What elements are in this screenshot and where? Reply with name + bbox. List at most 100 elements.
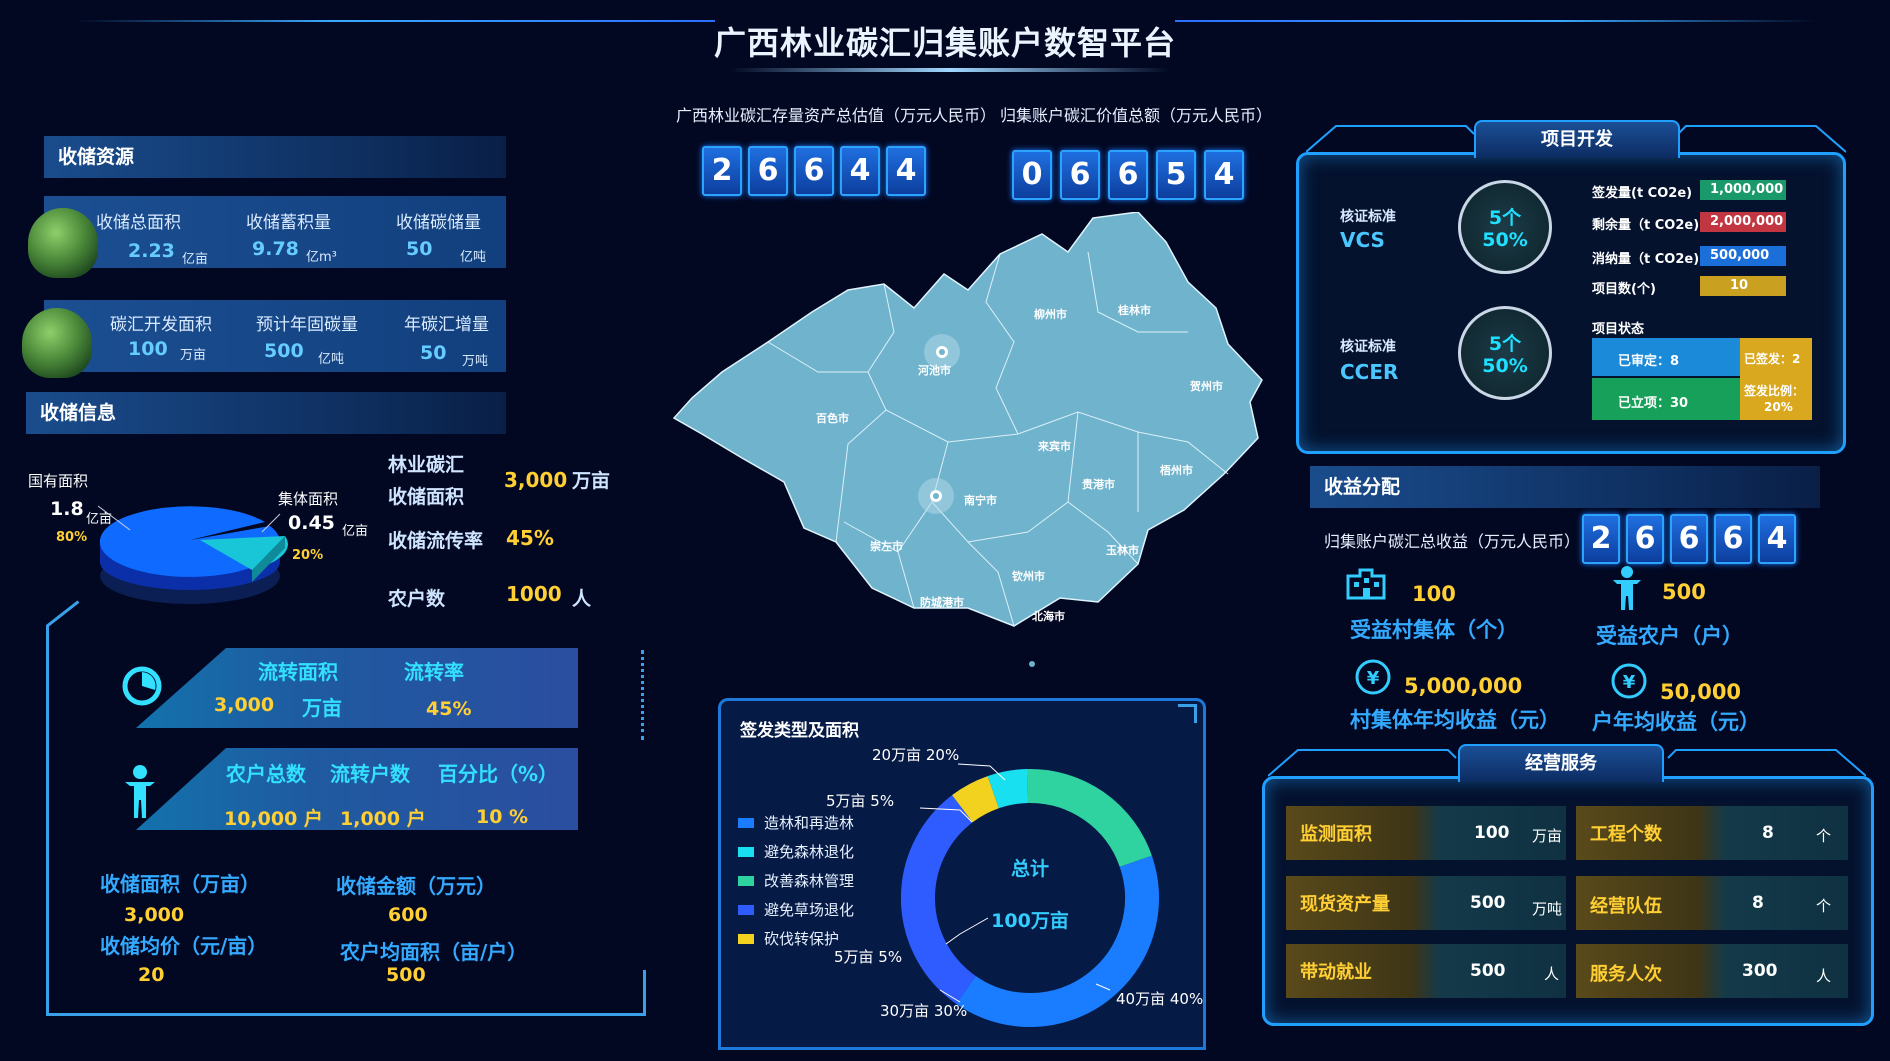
- donut-slice-5: [952, 776, 1000, 823]
- ops-unit: 个: [1816, 897, 1832, 915]
- issue-ratio-value: 20%: [1764, 400, 1793, 414]
- map-label: 桂林市: [1118, 304, 1151, 317]
- map-region: [672, 212, 1263, 627]
- ops-unit: 人: [1816, 967, 1832, 985]
- map-label: 防城港市: [920, 596, 964, 609]
- consumed-volume-value: 500,000: [1700, 246, 1786, 266]
- guangxi-map[interactable]: [668, 212, 1268, 682]
- flow-rate-value: 45%: [506, 526, 554, 550]
- money-icon: ¥: [1611, 663, 1647, 699]
- legend-swatch: [738, 933, 754, 944]
- frame-line: [641, 650, 647, 740]
- project-count-value: 10: [1700, 276, 1786, 296]
- asset-digit-counter: 2 6 6 4 4: [702, 146, 926, 196]
- storage-row-1: [44, 196, 506, 268]
- circle-count: 5个: [1488, 207, 1522, 229]
- ops-unit: 万亩: [1532, 827, 1563, 845]
- remaining-volume-label: 剩余量（t CO2e): [1592, 218, 1700, 233]
- issued-volume-value: 1,000,000: [1700, 180, 1786, 200]
- issuance-legend: 造林和再造林 避免森林退化 改善森林管理 避免草场退化 砍伐转保护: [738, 808, 854, 953]
- money-icon: ¥: [1355, 659, 1391, 695]
- stat-unit: 亿吨: [460, 250, 487, 265]
- ops-value: 8: [1752, 893, 1764, 913]
- map-label: 崇左市: [870, 540, 903, 553]
- person-icon: [125, 765, 155, 818]
- map-label: 玉林市: [1106, 544, 1139, 557]
- donut-annotation: 5万亩 5%: [834, 948, 903, 966]
- stat-label: 收储碳储量: [396, 213, 481, 233]
- forest-image-2: [22, 308, 92, 378]
- legend-item: 避免草场退化: [738, 895, 854, 924]
- pie-label-state: 国有面积: [28, 472, 89, 490]
- status-reviewed-text: 已审定：8: [1618, 354, 1680, 369]
- ops-card-team: 经营队伍 8 个: [1576, 876, 1848, 930]
- donut-slice-3: [1027, 769, 1152, 868]
- pie-value-state: 1.8: [50, 498, 84, 520]
- donut-annotation: 20万亩 20%: [872, 746, 960, 764]
- map-label: 南宁市: [964, 494, 997, 507]
- legend-text: 砍伐转保护: [764, 930, 840, 948]
- stat-unit: 亿亩: [182, 252, 209, 267]
- ops-value: 500: [1470, 961, 1506, 981]
- tab-project-dev[interactable]: 项目开发: [1474, 120, 1680, 158]
- donut-slice-1: [956, 855, 1159, 1027]
- legend-swatch: [738, 904, 754, 915]
- village-count-label: 受益村集体（个）: [1350, 618, 1518, 642]
- total-farmers-label: 农户总数: [226, 762, 306, 786]
- transfer-rate-label: 流转率: [404, 660, 464, 684]
- std-value: VCS: [1340, 228, 1385, 252]
- map-label: 柳州市: [1034, 308, 1067, 321]
- transfer-area-value: 3,000: [214, 694, 275, 716]
- digit: 6: [794, 146, 834, 196]
- donut-annotation: 30万亩 30%: [880, 1002, 968, 1020]
- donut-annotation: 5万亩 5%: [826, 792, 895, 810]
- ccer-circle-indicator: 5个 50%: [1458, 306, 1552, 400]
- forest-carbon-label-2: 收储面积: [388, 486, 465, 508]
- farmer-person-icon: [1613, 566, 1641, 610]
- legend-item: 改善森林管理: [738, 866, 854, 895]
- pie-unit-collective: 亿亩: [342, 524, 369, 539]
- donut-leader-lines: [919, 763, 1111, 1003]
- ops-label: 监测面积: [1300, 824, 1372, 845]
- issuance-title: 签发类型及面积: [740, 721, 859, 741]
- map-label: 贺州市: [1190, 380, 1223, 393]
- project-status-title: 项目状态: [1592, 322, 1645, 337]
- donut-annotation: 40万亩 40%: [1116, 990, 1204, 1008]
- svg-text:¥: ¥: [1623, 672, 1636, 693]
- percent-label: 百分比（%）: [438, 762, 559, 786]
- status-issued-block: 已签发：2 签发比例： 20%: [1740, 338, 1812, 420]
- status-reviewed-block: 已审定：8: [1592, 338, 1740, 376]
- ops-value: 500: [1470, 893, 1506, 913]
- ops-card-employment: 带动就业 500 人: [1286, 944, 1566, 998]
- stat-unit: 亿m³: [306, 250, 337, 265]
- section-storage-resources: 收储资源: [44, 136, 506, 178]
- digit: 2: [1582, 514, 1620, 564]
- section-storage-info: 收储信息: [26, 392, 506, 434]
- circle-count: 5个: [1488, 333, 1522, 355]
- digit: 4: [886, 146, 926, 196]
- digit: 6: [1714, 514, 1752, 564]
- digit: 6: [1108, 150, 1148, 200]
- ops-value: 300: [1742, 961, 1778, 981]
- std-label: 核证标准: [1340, 339, 1396, 355]
- map-label: 钦州市: [1012, 570, 1045, 583]
- consumed-volume-label: 消纳量（t CO2e): [1592, 252, 1700, 267]
- ops-card-service-count: 服务人次 300 人: [1576, 944, 1848, 998]
- legend-text: 避免森林退化: [764, 843, 855, 861]
- asset-total-label: 广西林业碳汇存量资产总估值（万元人民币）: [676, 106, 997, 125]
- village-income-value: 5,000,000: [1404, 674, 1523, 698]
- issue-ratio-label: 签发比例：: [1744, 384, 1805, 398]
- stat-value: 500: [264, 340, 304, 362]
- digit: 4: [1758, 514, 1796, 564]
- ops-unit: 个: [1816, 827, 1832, 845]
- legend-swatch: [738, 846, 754, 857]
- pie-value-collective: 0.45: [288, 512, 335, 534]
- tab-ops-service[interactable]: 经营服务: [1458, 744, 1664, 782]
- forest-image-1: [28, 208, 98, 278]
- account-value-label: 归集账户碳汇价值总额（万元人民币）: [1000, 106, 1273, 125]
- digit: 6: [1060, 150, 1100, 200]
- transfer-households-label: 流转户数: [330, 762, 410, 786]
- header-line-left: [75, 20, 715, 22]
- frame-line: [643, 970, 646, 1015]
- legend-swatch: [738, 817, 754, 828]
